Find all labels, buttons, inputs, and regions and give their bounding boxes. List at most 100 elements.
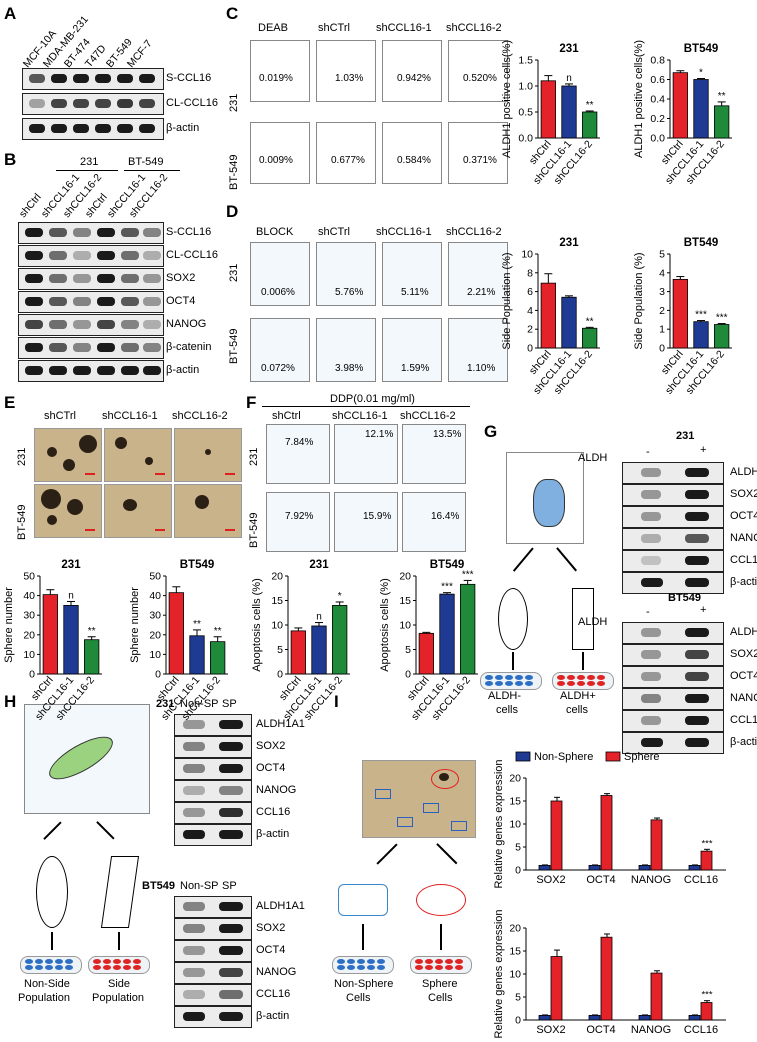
x-tick-label: SOX2 bbox=[536, 1024, 565, 1036]
blot-label: β-actin bbox=[730, 736, 757, 748]
blue-cell-dot bbox=[35, 965, 43, 970]
aldh-label: ALDH bbox=[578, 452, 608, 464]
chart-title: 231 bbox=[61, 559, 81, 571]
blot-label: ALDH1A1 bbox=[730, 626, 757, 638]
minus-label: - bbox=[646, 606, 650, 618]
percent-label: 0.942% bbox=[397, 73, 431, 84]
panel-letter-i: I bbox=[334, 692, 339, 711]
legend-swatch bbox=[605, 751, 621, 762]
percent-label: 0.072% bbox=[261, 363, 295, 374]
row-label: 231 bbox=[16, 447, 28, 466]
x-tick-label: shCCL16-1 bbox=[409, 674, 452, 723]
bar bbox=[700, 1002, 713, 1021]
blue-cell-dot bbox=[505, 675, 513, 680]
panel-letter-a: A bbox=[4, 4, 17, 23]
red-cell-dot bbox=[455, 965, 463, 970]
blot-strip bbox=[174, 1006, 252, 1028]
blue-cell-dot bbox=[525, 675, 533, 680]
y-tick-label: 8 bbox=[527, 267, 533, 279]
blue-cell-dot bbox=[25, 965, 33, 970]
bar bbox=[332, 605, 348, 675]
blot-label: SOX2 bbox=[166, 272, 196, 284]
significance-label: ** bbox=[586, 100, 594, 111]
y-tick-label: 10 bbox=[509, 819, 521, 831]
column-header: shCTrl bbox=[318, 22, 350, 34]
blot-strip bbox=[18, 222, 164, 244]
y-tick-label: 40 bbox=[149, 590, 161, 602]
x-tick-label: shCCL16-1 bbox=[663, 348, 706, 397]
percent-label: 1.10% bbox=[467, 363, 496, 374]
blot-strip bbox=[174, 802, 252, 824]
column-header: DEAB bbox=[258, 22, 288, 34]
flow-plot: 0.006% bbox=[250, 242, 310, 306]
blot-label: CL-CCL16 bbox=[166, 97, 218, 109]
blot-label: NANOG bbox=[730, 692, 757, 704]
rect-shape bbox=[338, 884, 388, 916]
x-tick-label: shCtrl bbox=[29, 674, 56, 703]
panel-letter-g: G bbox=[484, 422, 498, 441]
sphere-image bbox=[104, 484, 172, 538]
bar bbox=[693, 79, 709, 139]
percent-label: 0.584% bbox=[397, 155, 431, 166]
y-axis-label: Relative genes expression bbox=[493, 759, 505, 888]
y-tick-label: 40 bbox=[23, 590, 35, 602]
chart-title: 231 bbox=[309, 559, 329, 571]
blue-cell-dot bbox=[347, 959, 355, 964]
column-header: shCCL16-2 bbox=[400, 410, 456, 422]
blot-strip bbox=[622, 506, 724, 528]
y-tick-label: 0.6 bbox=[650, 74, 665, 86]
blot-strip bbox=[18, 314, 164, 336]
y-tick-label: 0.8 bbox=[650, 55, 665, 67]
panel-letter-d: D bbox=[226, 202, 239, 221]
significance-label: ** bbox=[88, 626, 96, 637]
aldh-label: ALDH bbox=[578, 616, 608, 628]
blot-strip bbox=[622, 710, 724, 732]
x-tick-label: shCCL16-2 bbox=[684, 138, 727, 187]
blot-label: CL-CCL16 bbox=[166, 249, 218, 261]
bar bbox=[650, 819, 663, 871]
x-tick-label: shCtrl bbox=[659, 348, 686, 377]
significance-label: * bbox=[338, 591, 342, 602]
blot-label: β-actin bbox=[166, 364, 200, 376]
caption: Non-Side bbox=[24, 978, 70, 990]
blue-cell-dot bbox=[357, 959, 365, 964]
red-cell-dot bbox=[567, 681, 575, 686]
percent-label: 1.03% bbox=[335, 73, 364, 84]
significance-label: ** bbox=[718, 91, 726, 102]
y-tick-label: 0 bbox=[527, 343, 533, 355]
bar bbox=[168, 592, 184, 675]
blue-cell-dot bbox=[45, 959, 53, 964]
legend-label: Non-Sphere bbox=[534, 751, 593, 763]
panel-letter-h: H bbox=[4, 692, 17, 711]
red-cell-dot bbox=[415, 965, 423, 970]
blot-strip bbox=[18, 268, 164, 290]
bar bbox=[42, 594, 58, 675]
blot-strip bbox=[622, 462, 724, 484]
significance-label: *** bbox=[701, 990, 712, 1001]
y-axis-label: Apoptosis cells (%) bbox=[379, 578, 391, 672]
y-tick-label: 20 bbox=[23, 629, 35, 641]
caption: Side bbox=[108, 978, 131, 990]
blot-strip bbox=[174, 758, 252, 780]
flow-plot: 0.009% bbox=[250, 122, 310, 184]
flow-plot: 7.84% bbox=[266, 424, 330, 484]
red-cell-dot bbox=[455, 959, 463, 964]
percent-label: 0.677% bbox=[331, 155, 365, 166]
chart-title: 231 bbox=[559, 43, 579, 55]
blot-strip bbox=[622, 644, 724, 666]
bar bbox=[688, 865, 701, 871]
y-tick-label: 10 bbox=[149, 649, 161, 661]
blot-strip bbox=[174, 780, 252, 802]
bar bbox=[550, 800, 563, 871]
blot-label: CCL16 bbox=[730, 714, 757, 726]
percent-label: 13.5% bbox=[433, 429, 462, 440]
caption: ALDH- bbox=[488, 690, 522, 702]
blot-strip bbox=[622, 622, 724, 644]
red-cell-dot bbox=[567, 675, 575, 680]
bar bbox=[538, 1015, 551, 1021]
blot-label: S-CCL16 bbox=[166, 226, 212, 238]
red-cell-dot bbox=[425, 965, 433, 970]
blot-label: OCT4 bbox=[166, 295, 196, 307]
column-header: Non-SP bbox=[180, 880, 219, 892]
y-tick-label: 10 bbox=[521, 249, 533, 261]
